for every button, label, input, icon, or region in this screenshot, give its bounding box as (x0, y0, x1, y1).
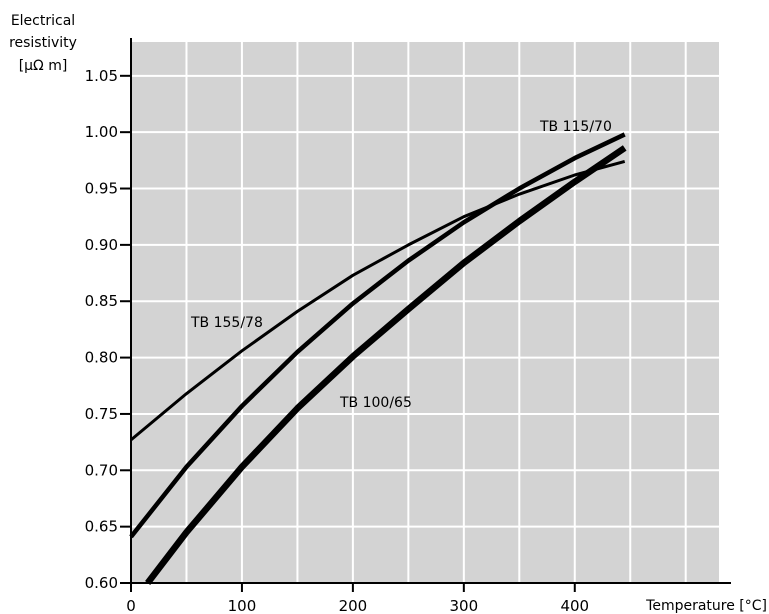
y-tick-label: 0.80 (85, 349, 118, 367)
y-tick-label: 1.00 (85, 123, 118, 141)
series-label-tb-115-70: TB 115/70 (539, 119, 612, 135)
y-tick-label: 0.60 (85, 574, 118, 592)
y-tick-label: 0.65 (85, 518, 118, 536)
y-tick-label: 0.70 (85, 461, 118, 479)
x-tick-label: 400 (560, 597, 589, 614)
x-tick-label: 300 (450, 597, 479, 614)
x-tick-label: 200 (339, 597, 368, 614)
y-axis-label-line-1: Electrical (11, 13, 75, 29)
y-tick-label: 0.85 (85, 292, 118, 310)
y-tick-label: 0.95 (85, 180, 118, 198)
y-axis-label-line-3: [µΩ m] (19, 58, 68, 74)
y-tick-label: 0.90 (85, 236, 118, 254)
x-axis-label: Temperature [°C] (645, 598, 767, 614)
y-tick-label: 0.75 (85, 405, 118, 423)
y-axis-label-line-2: resistivity (9, 35, 77, 51)
series-label-tb-155-78: TB 155/78 (190, 315, 263, 331)
y-tick-label: 1.05 (85, 67, 118, 85)
x-tick-label: 100 (228, 597, 257, 614)
series-label-tb-100-65: TB 100/65 (339, 395, 412, 411)
x-tick-label: 0 (126, 597, 136, 614)
